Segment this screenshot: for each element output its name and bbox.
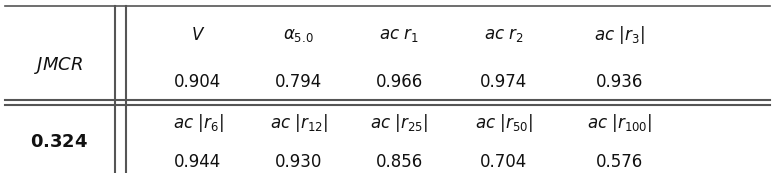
- Text: 0.576: 0.576: [596, 153, 643, 171]
- Text: $\alpha_{5.0}$: $\alpha_{5.0}$: [283, 26, 314, 44]
- Text: $\bf{0.324}$: $\bf{0.324}$: [29, 133, 88, 151]
- Text: 0.944: 0.944: [174, 153, 222, 171]
- Text: $JMCR$: $JMCR$: [34, 54, 83, 76]
- Text: $ac\ |r_{12}|$: $ac\ |r_{12}|$: [270, 112, 328, 134]
- Text: $V$: $V$: [191, 26, 205, 44]
- Text: $ac\ |r_6|$: $ac\ |r_6|$: [173, 112, 223, 134]
- Text: 0.904: 0.904: [174, 73, 222, 91]
- Text: 0.966: 0.966: [375, 73, 422, 91]
- Text: 0.704: 0.704: [480, 153, 527, 171]
- Text: $ac\ r_1$: $ac\ r_1$: [379, 26, 419, 44]
- Text: 0.936: 0.936: [596, 73, 643, 91]
- Text: $ac\ r_2$: $ac\ r_2$: [484, 26, 523, 44]
- Text: 0.794: 0.794: [275, 73, 322, 91]
- Text: 0.856: 0.856: [375, 153, 422, 171]
- Text: 0.974: 0.974: [480, 73, 527, 91]
- Text: $ac\ |r_{50}|$: $ac\ |r_{50}|$: [474, 112, 532, 134]
- Text: $ac\ |r_{25}|$: $ac\ |r_{25}|$: [370, 112, 428, 134]
- Text: $ac\ |r_3|$: $ac\ |r_3|$: [594, 24, 645, 45]
- Text: 0.930: 0.930: [275, 153, 322, 171]
- Text: $ac\ |r_{100}|$: $ac\ |r_{100}|$: [587, 112, 653, 134]
